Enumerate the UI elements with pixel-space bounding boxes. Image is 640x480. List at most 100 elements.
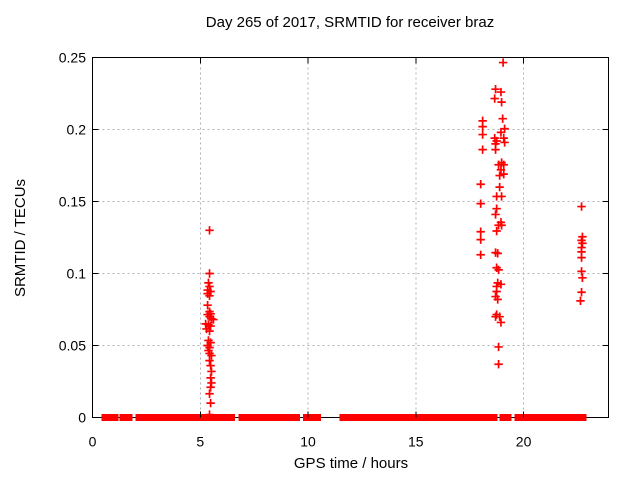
- data-point-marker: [476, 250, 485, 259]
- data-point-marker: [207, 367, 216, 376]
- data-point-marker: [476, 227, 485, 236]
- data-point-marker: [491, 210, 500, 219]
- x-tick-label: 5: [196, 433, 204, 449]
- data-point-marker: [207, 351, 216, 360]
- zero-band-segment: [307, 414, 322, 421]
- zero-band-segment: [200, 414, 214, 421]
- data-point-marker: [205, 291, 214, 301]
- data-point-marker: [493, 249, 502, 258]
- y-tick-label: 0.2: [67, 122, 87, 138]
- chart-title: Day 265 of 2017, SRMTID for receiver bra…: [206, 14, 494, 31]
- data-point-marker: [578, 239, 587, 248]
- zero-band-segment: [238, 414, 286, 421]
- data-point-marker: [476, 235, 485, 244]
- data-point-marker: [491, 312, 500, 321]
- zero-band-segment: [479, 414, 498, 421]
- data-point-marker: [491, 145, 500, 154]
- data-point-marker: [499, 133, 508, 143]
- data-point-marker: [578, 273, 587, 283]
- data-point-marker: [493, 295, 502, 304]
- data-point-marker: [577, 202, 586, 211]
- data-point-marker: [492, 192, 501, 201]
- data-point-marker: [205, 226, 214, 235]
- tick-labels-layer: 0 5 10 15 20 0 0.05 0.1 0.15 0.2 0.25: [59, 50, 532, 450]
- data-point-marker: [577, 253, 586, 262]
- data-point-marker: [497, 97, 506, 107]
- y-tick-label: 0: [78, 410, 86, 426]
- data-point-marker: [497, 221, 506, 230]
- data-point-marker: [492, 287, 501, 296]
- data-point-marker: [577, 267, 586, 276]
- data-point-marker: [205, 326, 214, 336]
- y-tick-label: 0.15: [59, 194, 86, 210]
- zero-band-segment: [409, 414, 448, 421]
- data-point-marker: [495, 182, 504, 192]
- zero-band-segment: [382, 414, 401, 421]
- x-axis-label: GPS time / hours: [294, 455, 408, 472]
- x-tick-label: 10: [300, 433, 316, 449]
- plot-border: [92, 57, 609, 418]
- zero-band-segment: [167, 414, 189, 421]
- data-point-marker: [492, 226, 501, 236]
- zero-band-segment: [119, 414, 133, 421]
- data-point-marker: [206, 383, 215, 392]
- data-point-marker: [576, 296, 585, 306]
- data-point-marker: [496, 165, 506, 175]
- data-point-marker: [478, 145, 487, 154]
- x-tick-label: 20: [516, 433, 532, 449]
- zero-band-segment: [344, 414, 360, 421]
- zero-band-segment: [135, 414, 154, 421]
- data-points-layer: [201, 58, 587, 419]
- plot-border-layer: [92, 57, 609, 418]
- data-point-marker: [498, 114, 507, 123]
- data-point-marker: [494, 160, 503, 169]
- data-point-marker: [205, 410, 214, 419]
- data-point-marker: [206, 361, 215, 370]
- zero-band-segment: [101, 414, 119, 421]
- data-point-marker: [478, 122, 487, 131]
- tick-marks-layer: [92, 57, 609, 418]
- data-point-marker: [496, 87, 506, 97]
- data-point-marker: [577, 288, 586, 297]
- zero-band-segment: [499, 414, 512, 421]
- y-tick-label: 0.05: [59, 338, 86, 354]
- data-point-marker: [478, 130, 487, 139]
- zero-band-segment: [190, 414, 200, 421]
- data-point-marker: [494, 342, 503, 352]
- data-point-marker: [498, 58, 508, 67]
- data-point-marker: [206, 373, 215, 383]
- zero-band-segment: [290, 414, 300, 421]
- data-point-marker: [491, 84, 500, 94]
- data-point-marker: [205, 389, 214, 398]
- zero-band-segment: [362, 414, 374, 421]
- data-point-marker: [476, 199, 485, 208]
- data-point-marker: [206, 398, 215, 408]
- x-tick-label: 15: [408, 433, 424, 449]
- data-point-marker: [492, 204, 501, 213]
- zero-band-segment: [377, 414, 388, 421]
- data-point-marker: [205, 269, 214, 278]
- zero-band-segment: [534, 414, 561, 421]
- y-tick-label: 0.1: [67, 266, 87, 282]
- y-axis-label: SRMTID / TECUs: [12, 179, 29, 297]
- data-point-marker: [494, 360, 503, 369]
- data-point-marker: [495, 171, 504, 180]
- data-point-marker: [476, 180, 485, 189]
- zero-band-segment: [393, 414, 408, 421]
- data-point-marker: [490, 94, 499, 103]
- data-point-marker: [500, 138, 509, 147]
- zero-band-segment: [454, 414, 473, 421]
- data-point-marker: [496, 280, 506, 289]
- x-tick-label: 0: [89, 433, 97, 449]
- zero-band-segment: [556, 414, 587, 421]
- data-point-marker: [499, 169, 508, 179]
- data-point-marker: [496, 128, 506, 137]
- grid-layer: [92, 57, 609, 418]
- zero-band-segment: [279, 414, 295, 421]
- data-point-marker: [207, 378, 216, 388]
- data-point-marker: [496, 318, 506, 327]
- zero-band-segment: [223, 414, 236, 421]
- data-point-marker: [494, 265, 503, 275]
